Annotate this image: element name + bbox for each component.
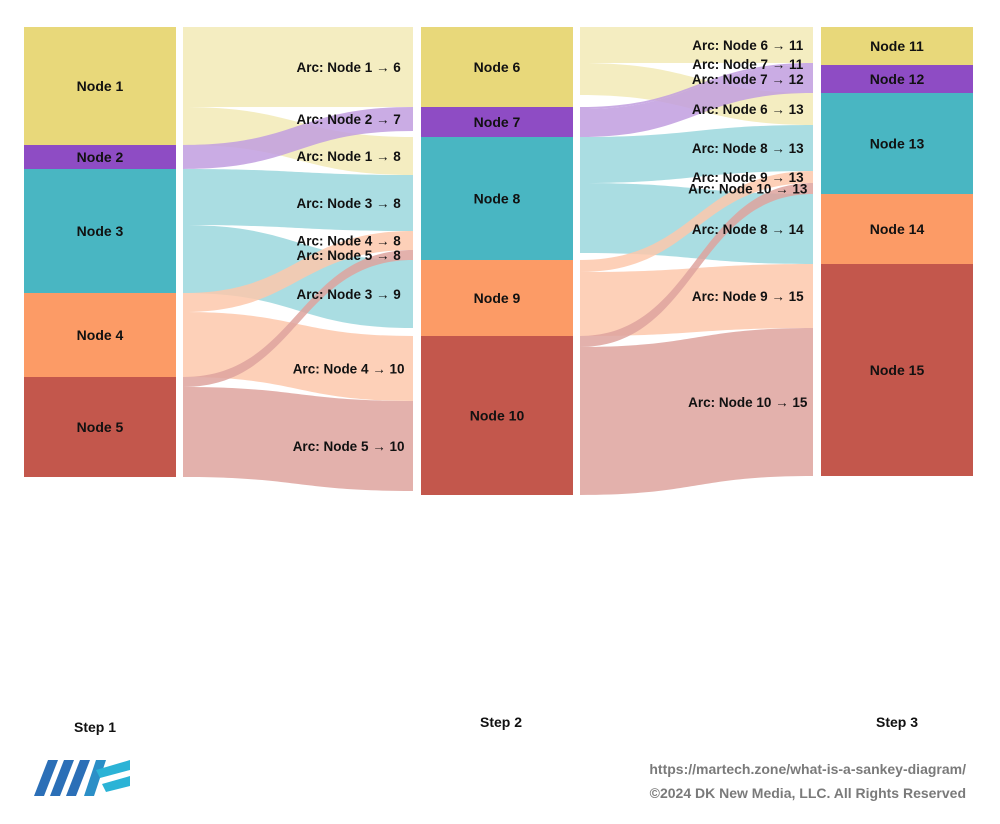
link-label-n6-n13: Arc: Node 6 → 13 bbox=[692, 102, 804, 117]
link-n4-n8[interactable] bbox=[183, 231, 413, 312]
link-n10-n15[interactable] bbox=[580, 328, 813, 495]
link-n4-n10[interactable] bbox=[183, 312, 413, 401]
link-label-n2-n7: Arc: Node 2 → 7 bbox=[296, 112, 400, 127]
link-label-n8-n13: Arc: Node 8 → 13 bbox=[692, 141, 804, 156]
link-label-n7-n12: Arc: Node 7 → 12 bbox=[692, 72, 804, 87]
node-n4[interactable] bbox=[24, 293, 176, 377]
logo-stroke-3 bbox=[66, 760, 90, 796]
node-label-n11: Node 11 bbox=[870, 38, 924, 54]
link-n1-n6[interactable] bbox=[183, 27, 413, 107]
link-n10-n13[interactable] bbox=[580, 183, 813, 347]
node-n3[interactable] bbox=[24, 169, 176, 293]
node-label-n4: Node 4 bbox=[77, 327, 124, 343]
node-label-n14: Node 14 bbox=[870, 221, 925, 237]
node-n7[interactable] bbox=[421, 107, 573, 137]
sankey-diagram: Arc: Node 1 → 6 Arc: Node 1 → 8 Arc: Node … bbox=[24, 27, 973, 495]
logo-stroke-2 bbox=[50, 760, 74, 796]
node-n2[interactable] bbox=[24, 145, 176, 169]
node-label-n5: Node 5 bbox=[77, 419, 124, 435]
logo-stroke-6 bbox=[102, 776, 130, 792]
link-label-n6-n11: Arc: Node 6 → 11 bbox=[692, 38, 804, 53]
node-label-n15: Node 15 bbox=[870, 362, 925, 378]
node-label-n12: Node 12 bbox=[870, 71, 925, 87]
node-n12[interactable] bbox=[821, 65, 973, 93]
link-n8-n13[interactable] bbox=[580, 125, 813, 183]
copyright-notice: ©2024 DK New Media, LLC. All Rights Rese… bbox=[649, 785, 966, 801]
node-label-n2: Node 2 bbox=[77, 149, 124, 165]
link-label-n10-n13: Arc: Node 10 → 13 bbox=[688, 182, 808, 197]
node-label-n3: Node 3 bbox=[77, 223, 124, 239]
link-label-n4-n10: Arc: Node 4 → 10 bbox=[293, 362, 405, 377]
link-label-n3-n8: Arc: Node 3 → 8 bbox=[296, 196, 401, 211]
link-n5-n10[interactable] bbox=[183, 387, 413, 491]
links-layer bbox=[183, 27, 813, 495]
node-n5[interactable] bbox=[24, 377, 176, 477]
node-label-n7: Node 7 bbox=[474, 114, 521, 130]
link-label-n3-n9: Arc: Node 3 → 9 bbox=[296, 287, 400, 302]
step-label-1: Step 1 bbox=[73, 719, 117, 735]
link-label-n9-n15: Arc: Node 9 → 15 bbox=[692, 289, 804, 304]
link-n9-n13[interactable] bbox=[580, 171, 813, 272]
link-n7-n12[interactable] bbox=[580, 65, 813, 137]
node-n10[interactable] bbox=[421, 336, 573, 495]
link-n2-n7[interactable] bbox=[183, 107, 413, 169]
node-n6[interactable] bbox=[421, 27, 573, 107]
link-n9-n15[interactable] bbox=[580, 264, 813, 336]
step-label-2: Step 2 bbox=[479, 714, 523, 730]
link-label-n9-n13: Arc: Node 9 → 13 bbox=[692, 170, 804, 185]
link-n5-n8[interactable] bbox=[183, 250, 413, 387]
node-n13[interactable] bbox=[821, 93, 973, 194]
node-n9[interactable] bbox=[421, 260, 573, 336]
link-label-n5-n8: Arc: Node 5 → 8 bbox=[296, 248, 401, 263]
labels-layer: Arc: Node 1 → 6 Arc: Node 1 → 8 Arc: Node … bbox=[77, 38, 925, 454]
martech-zone-logo bbox=[34, 760, 130, 796]
link-label-n4-n8: Arc: Node 4 → 8 bbox=[296, 234, 401, 249]
link-label-n1-n8: Arc: Node 1 → 8 bbox=[296, 149, 401, 164]
node-label-n1: Node 1 bbox=[77, 78, 124, 94]
node-n15[interactable] bbox=[821, 264, 973, 476]
link-n6-n11[interactable] bbox=[580, 27, 813, 63]
link-n7-n11[interactable] bbox=[580, 63, 813, 109]
link-n3-n8[interactable] bbox=[183, 169, 413, 231]
logo-stroke-1 bbox=[34, 760, 58, 796]
link-label-n1-n6: Arc: Node 1 → 6 bbox=[296, 60, 401, 75]
node-n14[interactable] bbox=[821, 194, 973, 264]
link-label-n10-n15: Arc: Node 10 → 15 bbox=[688, 395, 808, 410]
node-n8[interactable] bbox=[421, 137, 573, 260]
link-label-n7-n11: Arc: Node 7 → 11 bbox=[692, 57, 804, 72]
nodes-layer bbox=[24, 27, 973, 495]
source-url[interactable]: https://martech.zone/what-is-a-sankey-di… bbox=[649, 761, 966, 777]
link-label-n8-n14: Arc: Node 8 → 14 bbox=[692, 222, 804, 237]
node-label-n10: Node 10 bbox=[470, 408, 525, 424]
node-label-n8: Node 8 bbox=[474, 191, 521, 207]
node-label-n6: Node 6 bbox=[474, 59, 521, 75]
link-label-n5-n10: Arc: Node 5 → 10 bbox=[293, 439, 405, 454]
node-n11[interactable] bbox=[821, 27, 973, 65]
step-label-3: Step 3 bbox=[875, 714, 919, 730]
node-n1[interactable] bbox=[24, 27, 176, 145]
logo-stroke-5 bbox=[96, 760, 130, 778]
node-label-n9: Node 9 bbox=[474, 290, 521, 306]
node-label-n13: Node 13 bbox=[870, 136, 925, 152]
